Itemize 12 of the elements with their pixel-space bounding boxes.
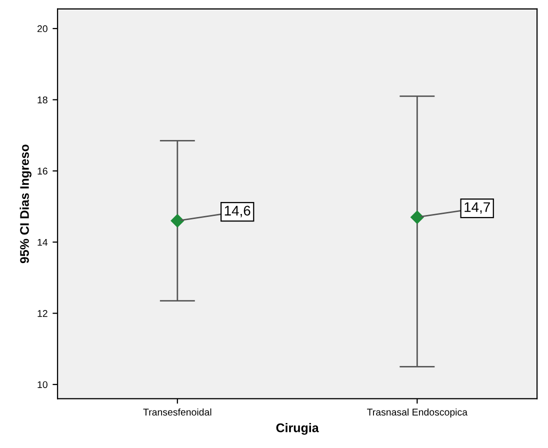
x-tick-label: Transesfenoidal bbox=[143, 408, 212, 416]
y-tick-label: 10 bbox=[38, 381, 48, 388]
y-tick-label: 14 bbox=[38, 238, 48, 246]
data-label: 14,6 bbox=[224, 206, 250, 218]
y-tick-label: 18 bbox=[38, 96, 48, 104]
x-axis-title: Cirugia bbox=[276, 423, 319, 435]
x-tick-label: Trasnasal Endoscopica bbox=[367, 408, 468, 418]
y-axis-title: 95% CI Dias Ingreso bbox=[20, 144, 32, 264]
y-tick-label: 12 bbox=[38, 310, 48, 317]
data-label: 14,7 bbox=[464, 202, 490, 214]
y-tick-label: 20 bbox=[37, 25, 48, 32]
y-tick-label: 16 bbox=[38, 168, 48, 175]
